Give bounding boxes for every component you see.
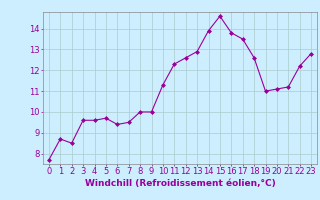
X-axis label: Windchill (Refroidissement éolien,°C): Windchill (Refroidissement éolien,°C): [84, 179, 276, 188]
